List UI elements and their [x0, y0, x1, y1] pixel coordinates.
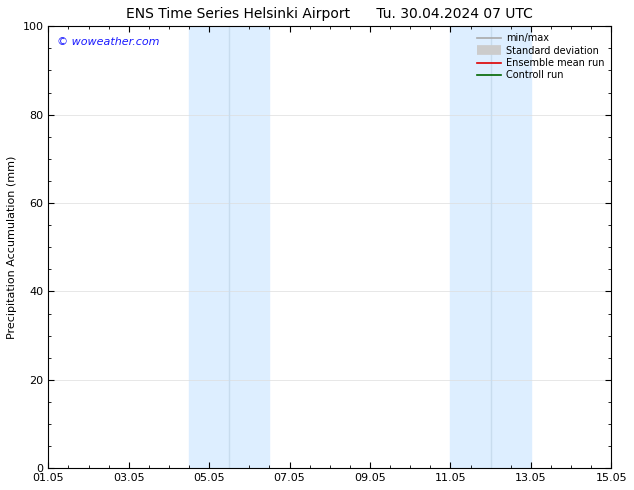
Y-axis label: Precipitation Accumulation (mm): Precipitation Accumulation (mm) — [7, 155, 17, 339]
Text: © woweather.com: © woweather.com — [57, 37, 159, 48]
Bar — [189, 26, 269, 468]
Legend: min/max, Standard deviation, Ensemble mean run, Controll run: min/max, Standard deviation, Ensemble me… — [475, 31, 606, 82]
Title: ENS Time Series Helsinki Airport      Tu. 30.04.2024 07 UTC: ENS Time Series Helsinki Airport Tu. 30.… — [126, 7, 533, 21]
Bar — [450, 26, 531, 468]
